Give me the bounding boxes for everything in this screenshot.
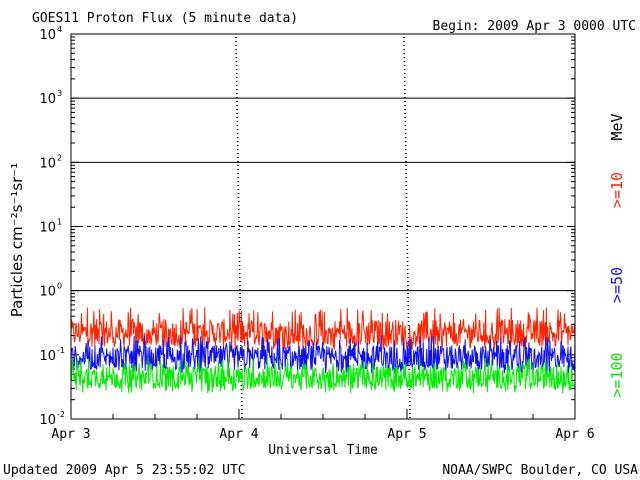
- y-tick-label: 10: [39, 221, 56, 236]
- credit-label: NOAA/SWPC Boulder, CO USA: [442, 463, 638, 478]
- y-tick-exponent: 4: [57, 25, 62, 34]
- chart-title: GOES11 Proton Flux (5 minute data): [32, 11, 298, 26]
- day-divider-1: [235, 36, 243, 420]
- y-tick-label: 10: [39, 156, 56, 171]
- x-tick-label: Apr 5: [387, 427, 426, 442]
- y-tick-exponent: 2: [57, 153, 62, 162]
- y-tick-exponent: -1: [57, 346, 65, 355]
- y-tick-exponent: 3: [57, 89, 62, 98]
- legend-ge100: >=100: [608, 352, 626, 397]
- begin-timestamp: Begin: 2009 Apr 3 0000 UTC: [433, 19, 637, 34]
- y-tick-exponent: 0: [57, 282, 62, 291]
- updated-timestamp: Updated 2009 Apr 5 23:55:02 UTC: [3, 463, 246, 478]
- plot-frame: [70, 33, 576, 420]
- x-axis-label: Universal Time: [268, 443, 378, 458]
- series-line->=50: [70, 335, 576, 375]
- y-tick-label: 10: [39, 349, 56, 364]
- legend-ge10: >=10: [608, 172, 626, 208]
- y-tick-label: 10: [39, 413, 56, 428]
- x-tick-labels: Apr 3 Apr 4 Apr 5 Apr 6: [51, 427, 594, 442]
- series-line->=10: [70, 307, 576, 352]
- legend-ge50: >=50: [608, 267, 626, 303]
- x-tick-label: Apr 3: [51, 427, 90, 442]
- y-tick-label: 10: [39, 28, 56, 43]
- y-tick-exponent: 1: [57, 218, 62, 227]
- plot-layer: [70, 33, 576, 420]
- x-tick-label: Apr 6: [555, 427, 594, 442]
- units-label: MeV: [608, 113, 626, 140]
- y-tick-exponent: -2: [57, 410, 65, 419]
- series-line->=100: [70, 357, 576, 394]
- y-tick-label: 10: [39, 285, 56, 300]
- y-axis-label: Particles cm⁻²s⁻¹sr⁻¹: [8, 163, 26, 317]
- y-tick-label: 10: [39, 92, 56, 107]
- x-tick-label: Apr 4: [219, 427, 258, 442]
